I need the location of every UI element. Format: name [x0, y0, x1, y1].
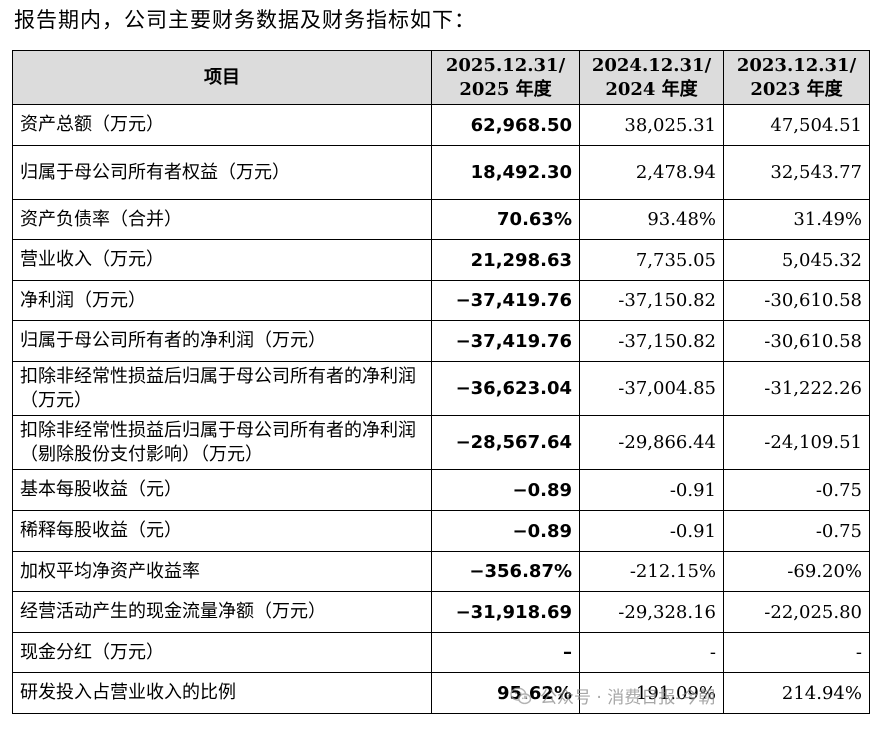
value-2023: 47,504.51: [723, 104, 870, 146]
table-row: 扣除非经常性损益后归属于母公司所有者的净利润（万元） −36,623.04 -3…: [12, 361, 870, 416]
value-2023: -22,025.80: [723, 591, 870, 633]
value-2023: 214.94%: [723, 672, 870, 714]
value-2025: 62,968.50: [431, 104, 580, 146]
table-row: 营业收入（万元） 21,298.63 7,735.05 5,045.32: [12, 239, 870, 281]
value-2024: 38,025.31: [579, 104, 724, 146]
row-label: 现金分红（万元）: [12, 632, 432, 673]
value-2023: -: [723, 632, 870, 673]
value-2025: 21,298.63: [431, 239, 580, 281]
table-row: 净利润（万元） −37,419.76 -37,150.82 -30,610.58: [12, 280, 870, 321]
header-2023-date: 2023.12.31/: [736, 54, 857, 76]
table-row: 经营活动产生的现金流量净额（万元） −31,918.69 -29,328.16 …: [12, 591, 870, 633]
value-2024: -: [579, 632, 724, 673]
row-label: 归属于母公司所有者的净利润（万元）: [12, 320, 432, 362]
header-2025: 2025.12.31/2025 年度: [431, 50, 580, 105]
value-2024: -37,004.85: [579, 361, 724, 416]
value-2025: −356.87%: [431, 551, 580, 592]
value-2023: -30,610.58: [723, 320, 870, 362]
value-2025: −37,419.76: [431, 280, 580, 321]
row-label: 扣除非经常性损益后归属于母公司所有者的净利润（剔除股份支付影响）（万元）: [12, 415, 432, 470]
table-row: 归属于母公司所有者权益（万元） 18,492.30 2,478.94 32,54…: [12, 145, 870, 200]
value-2025: −0.89: [431, 510, 580, 552]
table-row: 研发投入占营业收入的比例 95.62% 191.09% 214.94%: [12, 672, 870, 714]
row-label: 资产负债率（合并）: [12, 199, 432, 240]
value-2025: 95.62%: [431, 672, 580, 714]
row-label: 基本每股收益（元）: [12, 469, 432, 511]
header-2024: 2024.12.31/2024 年度: [579, 50, 724, 105]
value-2024: -212.15%: [579, 551, 724, 592]
header-2023-year: 2023 年度: [750, 78, 843, 100]
header-2025-year: 2025 年度: [459, 78, 552, 100]
value-2023: -30,610.58: [723, 280, 870, 321]
value-2024: -29,866.44: [579, 415, 724, 470]
header-2023: 2023.12.31/2023 年度: [723, 50, 870, 105]
value-2023: -31,222.26: [723, 361, 870, 416]
value-2025: −31,918.69: [431, 591, 580, 633]
value-2023: 31.49%: [723, 199, 870, 240]
table-row: 基本每股收益（元） −0.89 -0.91 -0.75: [12, 469, 870, 511]
value-2025: −0.89: [431, 469, 580, 511]
header-2024-date: 2024.12.31/: [591, 54, 712, 76]
table-row: 扣除非经常性损益后归属于母公司所有者的净利润（剔除股份支付影响）（万元） −28…: [12, 415, 870, 470]
value-2024: 2,478.94: [579, 145, 724, 200]
table-row: 现金分红（万元） – - -: [12, 632, 870, 673]
financial-data-table: 项目 2025.12.31/2025 年度 2024.12.31/2024 年度…: [12, 50, 870, 714]
value-2023: -0.75: [723, 510, 870, 552]
value-2025: −37,419.76: [431, 320, 580, 362]
value-2024: -29,328.16: [579, 591, 724, 633]
row-label: 营业收入（万元）: [12, 239, 432, 281]
table-row: 资产总额（万元） 62,968.50 38,025.31 47,504.51: [12, 104, 870, 146]
table-row: 加权平均净资产收益率 −356.87% -212.15% -69.20%: [12, 551, 870, 592]
value-2024: -0.91: [579, 469, 724, 511]
intro-text: 报告期内，公司主要财务数据及财务指标如下：: [14, 8, 476, 32]
value-2025: 70.63%: [431, 199, 580, 240]
table-row: 稀释每股收益（元） −0.89 -0.91 -0.75: [12, 510, 870, 552]
table-header-row: 项目 2025.12.31/2025 年度 2024.12.31/2024 年度…: [12, 50, 870, 105]
row-label: 资产总额（万元）: [12, 104, 432, 146]
value-2024: -37,150.82: [579, 320, 724, 362]
row-label: 加权平均净资产收益率: [12, 551, 432, 592]
value-2024: 93.48%: [579, 199, 724, 240]
row-label: 稀释每股收益（元）: [12, 510, 432, 552]
header-2024-year: 2024 年度: [605, 78, 698, 100]
table-row: 归属于母公司所有者的净利润（万元） −37,419.76 -37,150.82 …: [12, 320, 870, 362]
table-row: 资产负债率（合并） 70.63% 93.48% 31.49%: [12, 199, 870, 240]
value-2023: -69.20%: [723, 551, 870, 592]
value-2024: 7,735.05: [579, 239, 724, 281]
value-2024: -0.91: [579, 510, 724, 552]
row-label: 研发投入占营业收入的比例: [12, 672, 432, 714]
row-label: 归属于母公司所有者权益（万元）: [12, 145, 432, 200]
header-item: 项目: [12, 50, 432, 105]
value-2023: -24,109.51: [723, 415, 870, 470]
header-2025-date: 2025.12.31/: [445, 54, 566, 76]
value-2025: −28,567.64: [431, 415, 580, 470]
row-label: 净利润（万元）: [12, 280, 432, 321]
value-2025: 18,492.30: [431, 145, 580, 200]
value-2023: -0.75: [723, 469, 870, 511]
value-2025: –: [431, 632, 580, 673]
value-2023: 5,045.32: [723, 239, 870, 281]
value-2023: 32,543.77: [723, 145, 870, 200]
value-2024: -37,150.82: [579, 280, 724, 321]
value-2025: −36,623.04: [431, 361, 580, 416]
row-label: 扣除非经常性损益后归属于母公司所有者的净利润（万元）: [12, 361, 432, 416]
value-2024: 191.09%: [579, 672, 724, 714]
row-label: 经营活动产生的现金流量净额（万元）: [12, 591, 432, 633]
